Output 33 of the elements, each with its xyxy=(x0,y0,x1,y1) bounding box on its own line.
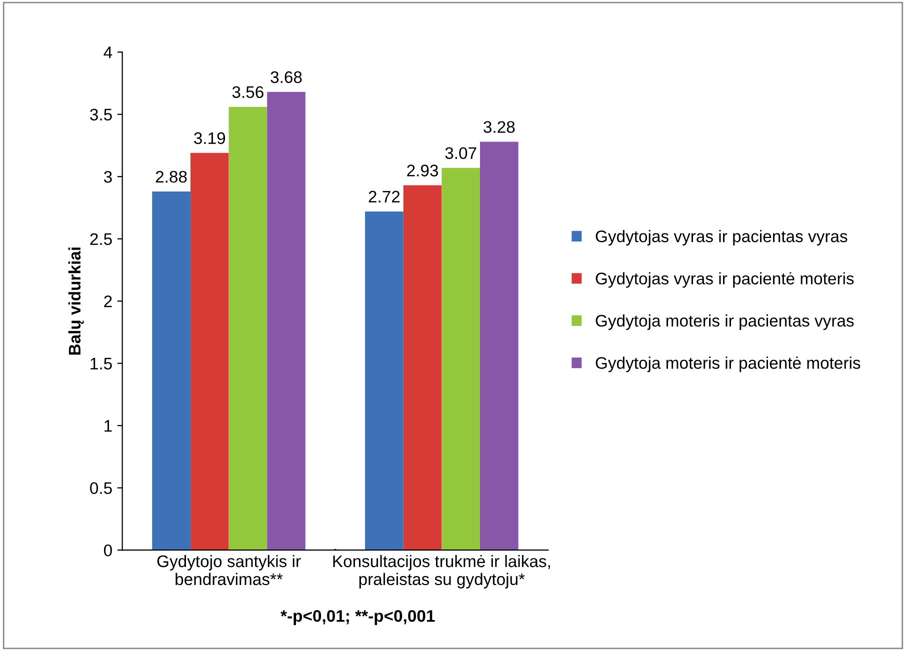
bar xyxy=(480,142,518,550)
legend-label: Gydytoja moteris ir pacientė moteris xyxy=(596,356,860,372)
bar xyxy=(228,106,268,550)
bar xyxy=(152,192,190,550)
legend-label: Gydytoja moteris ir pacientas vyras xyxy=(596,314,854,330)
data-label: 3.56 xyxy=(232,86,264,98)
data-label: 3.19 xyxy=(194,132,226,144)
legend-label: Gydytojas vyras ir pacientas vyras xyxy=(596,230,848,246)
bar xyxy=(365,211,404,550)
y-tick-label: 3 xyxy=(104,170,112,183)
x-tick-label: Gydytojo santykis ir bendravimas** xyxy=(157,554,301,586)
bar xyxy=(267,92,306,550)
text: *-p<0,01; **-p<0,001 xyxy=(280,610,435,626)
x-tick-label: Konsultacijos trukmė ir laikas, praleistas su gydytoju* xyxy=(333,554,550,588)
data-label: 2.88 xyxy=(156,170,187,183)
y-tick-label: 2 xyxy=(104,295,112,308)
data-label: 3.07 xyxy=(445,147,476,160)
y-axis-title: Balų vidurkiai xyxy=(68,248,84,355)
y-tick-label: 1 xyxy=(104,420,112,432)
data-label: 2.93 xyxy=(407,164,438,176)
bar xyxy=(403,185,442,550)
y-tick-label: 3.5 xyxy=(90,108,112,121)
y-tick-label: 0.5 xyxy=(90,482,112,494)
y-tick-label: 2.5 xyxy=(90,233,112,246)
bar xyxy=(442,168,480,550)
y-tick-label: 0 xyxy=(104,544,112,556)
y-tick-label: 4 xyxy=(104,46,112,58)
data-label: 3.28 xyxy=(484,121,515,133)
bar xyxy=(190,152,229,550)
data-label: 2.72 xyxy=(368,190,400,202)
data-label: 3.68 xyxy=(270,71,302,84)
y-tick-label: 1.5 xyxy=(90,358,112,370)
legend-label: Gydytojas vyras ir pacientė moteris xyxy=(596,272,854,288)
